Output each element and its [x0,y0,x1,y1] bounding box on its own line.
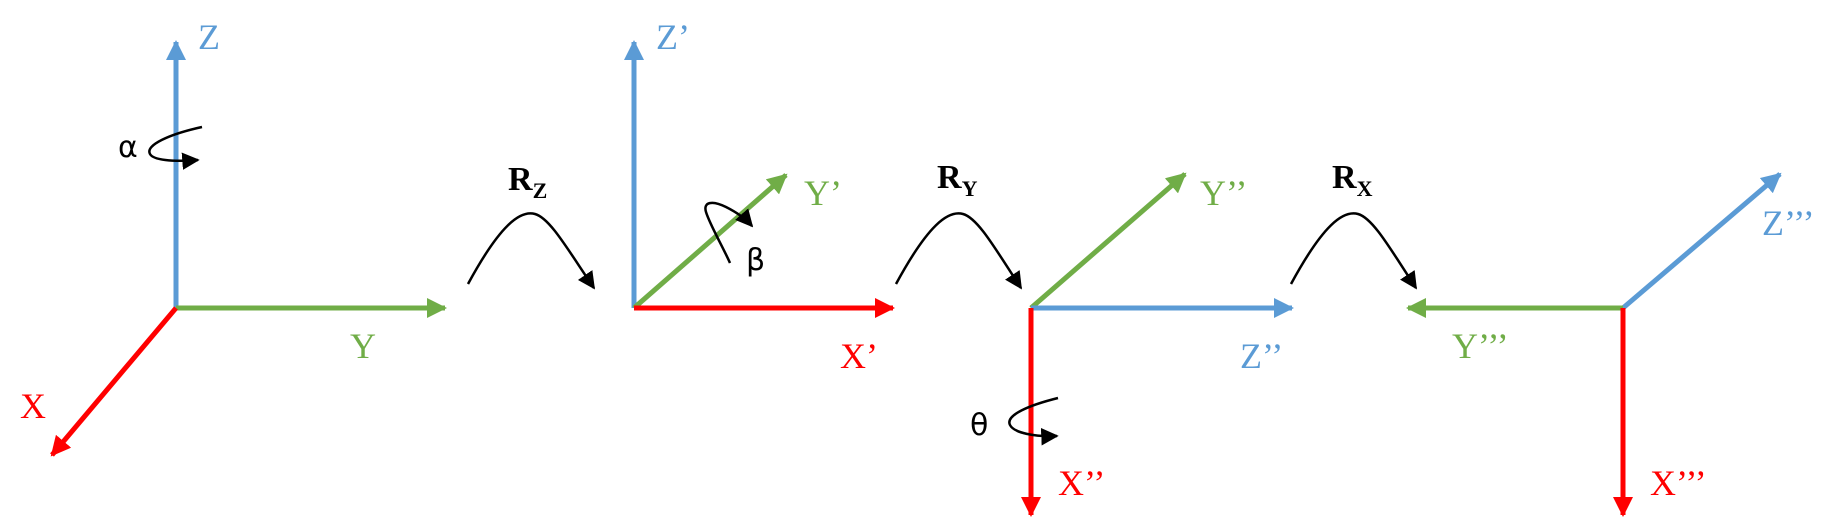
x-axis-label: X’ [840,336,878,376]
y-axis-label: Y [350,326,376,366]
z-axis-label: Z [198,17,220,57]
operator-label: RX [1332,159,1373,201]
rotation-operator-ry: RY [894,159,1023,290]
operator-letter: R [508,161,533,198]
y-axis-label: Y’’’ [1452,326,1509,366]
rotation-arrow-icon [1008,396,1059,446]
operator-letter: R [937,159,962,196]
frame-3: Y’’ Z’’ X’’ θ [970,172,1294,517]
transition-arrow-icon [894,212,1023,290]
operator-subscript: Z [533,178,548,203]
x-axis-label: X [20,386,46,426]
z-axis-label: Z’ [656,17,690,57]
transition-arrow-icon [466,212,596,290]
transition-arrow-icon [1289,212,1418,290]
frame-1: Z Y X α [20,17,447,457]
z-axis-label: Z’’’ [1762,203,1815,243]
y-axis-label: Y’’ [1200,173,1247,213]
x-axis-label: X’’ [1058,463,1105,503]
y-axis [632,173,788,310]
rotation-operator-rx: RX [1289,159,1418,290]
x-axis-label: X’’’ [1650,463,1707,503]
operator-label: RY [937,159,978,201]
rotation-arrow-icon [704,201,754,264]
operator-letter: R [1332,159,1357,196]
frame-4: Z’’’ Y’’’ X’’’ [1406,172,1815,517]
angle-theta-label: θ [970,408,988,443]
operator-label: RZ [508,161,547,203]
angle-beta-label: β [746,243,765,278]
operator-subscript: Y [962,176,978,201]
angle-alpha-label: α [118,130,138,165]
rotation-operator-rz: RZ [466,161,596,290]
y-axis [1029,172,1187,310]
x-axis [50,306,178,457]
rotation-arrow-icon [148,125,203,170]
z-axis-label: Z’’ [1240,336,1283,376]
frame-2: Z’ Y’ X’ β [624,17,895,376]
operator-subscript: X [1357,176,1373,201]
y-axis-label: Y’ [804,173,842,213]
z-axis [1621,172,1782,310]
